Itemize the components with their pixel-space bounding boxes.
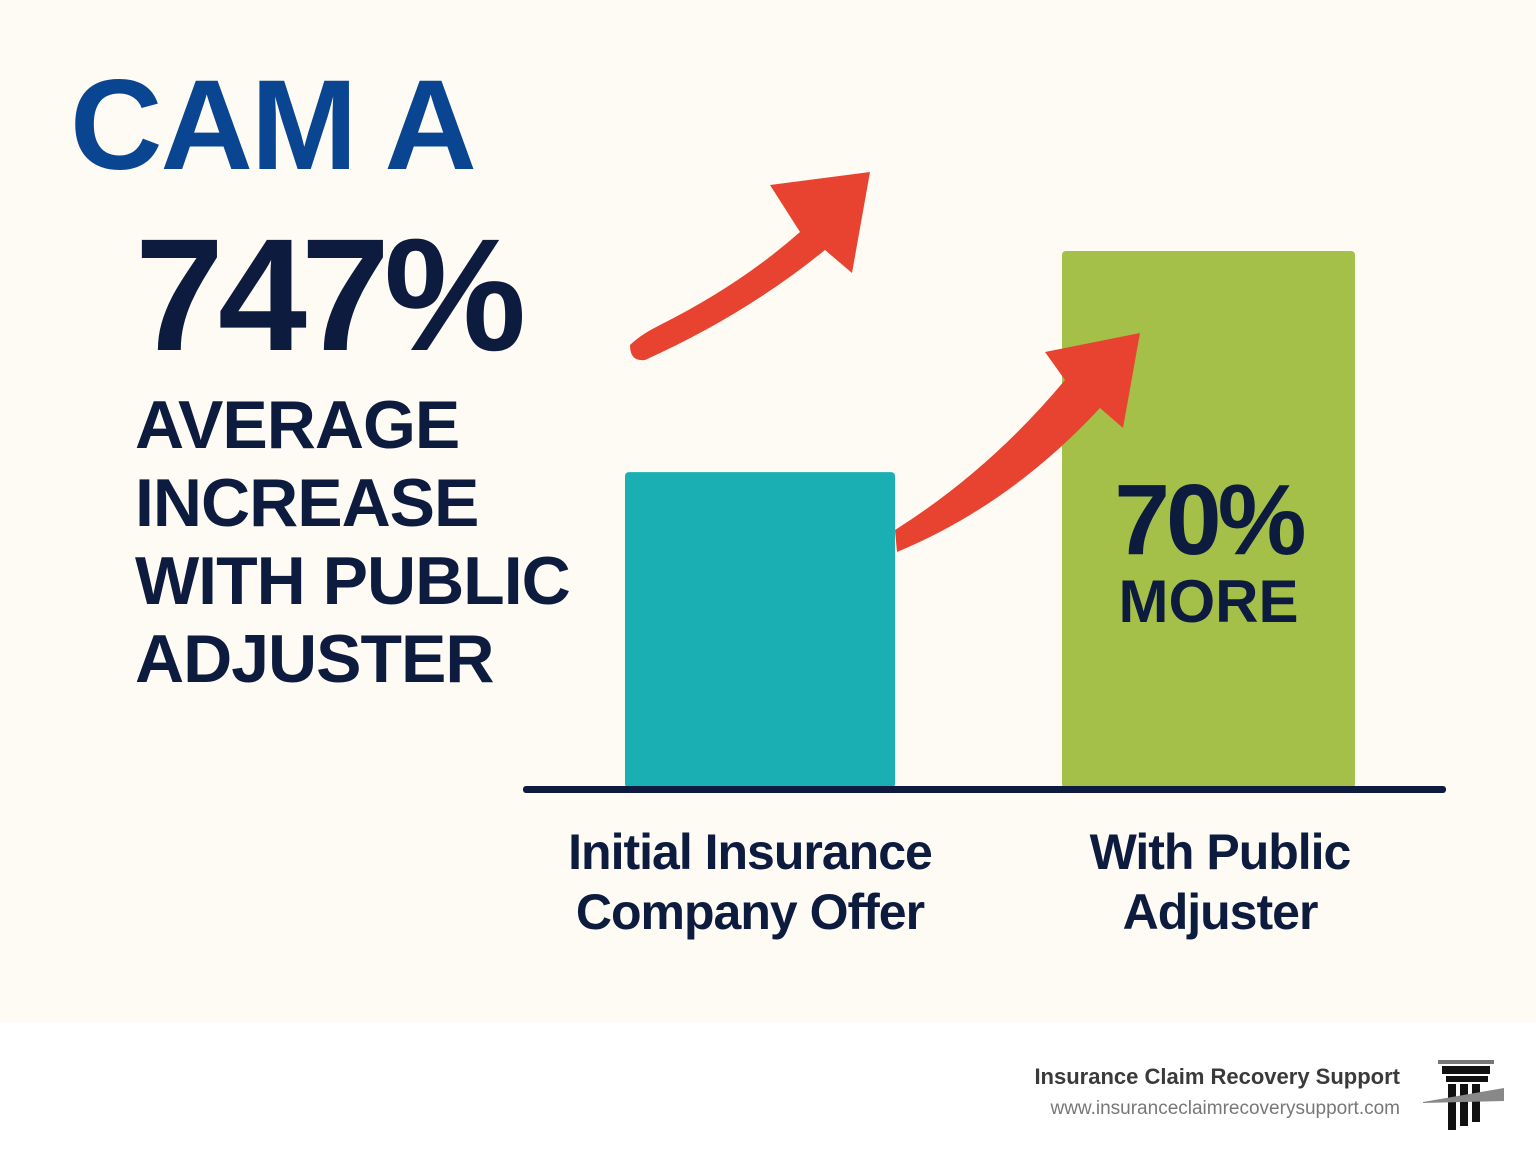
bar-chart — [523, 172, 1446, 793]
headline-value: 747% — [135, 205, 526, 384]
category-label-public-adjuster: With Public Adjuster — [1010, 822, 1430, 942]
headline-line: AVERAGE — [135, 387, 460, 463]
bar-public-adjuster — [1062, 251, 1355, 788]
headline-line: WITH PUBLIC — [135, 543, 571, 619]
tick-label-line: Company Offer — [575, 884, 925, 940]
headline-line: ADJUSTER — [135, 621, 494, 697]
tick-label-line: With Public — [1089, 824, 1352, 880]
tick-label-line: Adjuster — [1122, 884, 1319, 940]
chart-baseline — [523, 786, 1446, 793]
category-label-initial-offer: Initial Insurance Company Offer — [540, 822, 960, 942]
annotation-value: 70% — [1114, 464, 1306, 576]
headline-text: AVERAGE INCREASE WITH PUBLIC ADJUSTER — [135, 386, 571, 698]
annotation-label: MORE — [1118, 568, 1299, 635]
bar-annotation: 70% MORE — [1062, 470, 1355, 632]
headline-line: INCREASE — [135, 465, 479, 541]
pillar-icon — [1423, 1060, 1504, 1130]
trend-arrow-lower — [895, 333, 1140, 552]
footer-company-name: Insurance Claim Recovery Support — [1034, 1064, 1400, 1089]
bar-initial-offer — [625, 472, 895, 788]
brand-logo: CAM A — [70, 54, 477, 197]
trend-arrow-upper — [630, 172, 870, 361]
tick-label-line: Initial Insurance — [568, 824, 933, 880]
footer-website-link[interactable]: www.insuranceclaimrecoverysupport.com — [1050, 1098, 1400, 1119]
